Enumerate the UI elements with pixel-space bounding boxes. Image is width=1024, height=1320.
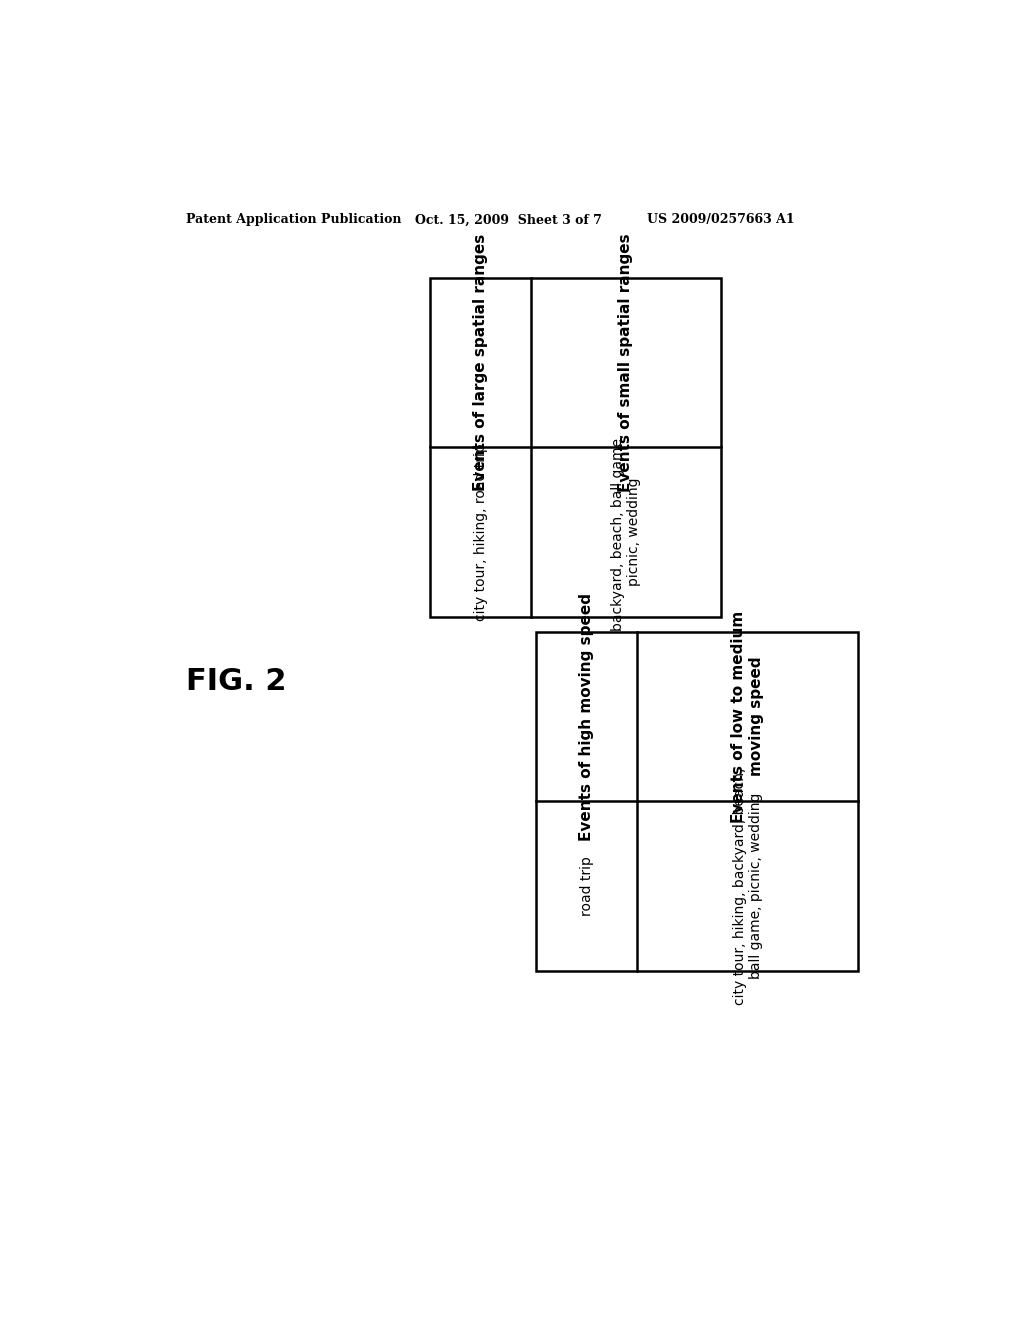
Text: Patent Application Publication: Patent Application Publication <box>186 214 401 227</box>
Text: FIG. 2: FIG. 2 <box>186 668 287 697</box>
Text: road trip: road trip <box>580 857 594 916</box>
Text: Events of small spatial ranges: Events of small spatial ranges <box>618 234 634 492</box>
Text: Events of low to medium
moving speed: Events of low to medium moving speed <box>731 611 764 822</box>
Text: Oct. 15, 2009  Sheet 3 of 7: Oct. 15, 2009 Sheet 3 of 7 <box>415 214 602 227</box>
Text: city tour, hiking, backyard, beach,
ball game, picnic, wedding: city tour, hiking, backyard, beach, ball… <box>732 767 763 1005</box>
Text: Events of high moving speed: Events of high moving speed <box>580 593 594 841</box>
Text: city tour, hiking, road trip: city tour, hiking, road trip <box>474 444 487 620</box>
Text: backyard, beach, ball game,
picnic, wedding: backyard, beach, ball game, picnic, wedd… <box>611 433 641 631</box>
Text: US 2009/0257663 A1: US 2009/0257663 A1 <box>647 214 795 227</box>
Bar <box>430 277 721 616</box>
Bar <box>537 632 858 970</box>
Text: Events of large spatial ranges: Events of large spatial ranges <box>473 234 488 491</box>
